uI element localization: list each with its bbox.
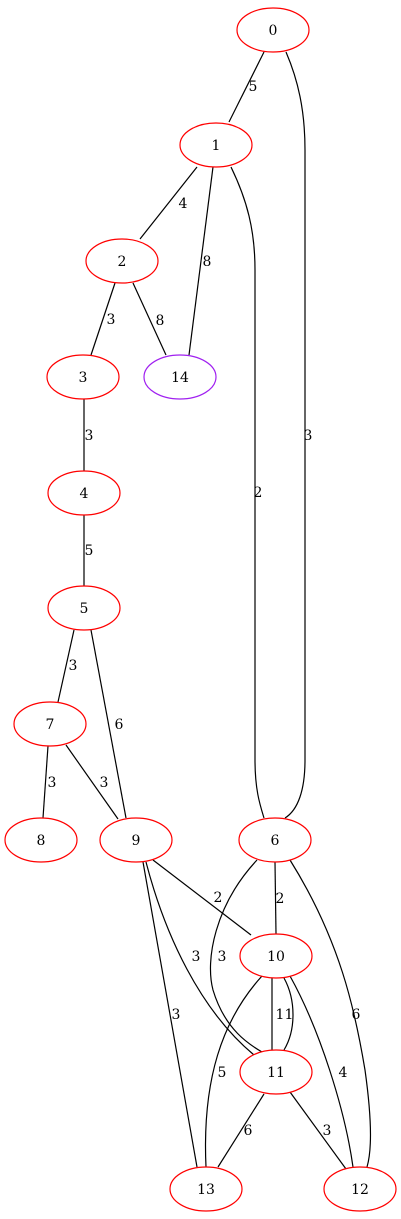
node-label-7: 7	[46, 717, 55, 733]
node-11: 11	[239, 1049, 313, 1095]
node-6: 6	[238, 817, 312, 863]
edge-5-9	[90, 629, 127, 819]
node-1: 1	[179, 122, 253, 168]
edge-10-13	[204, 975, 263, 1168]
node-3: 3	[46, 354, 120, 400]
edge-2-14	[132, 282, 167, 356]
edge-2-3	[90, 282, 116, 356]
node-ellipse-10	[239, 933, 313, 979]
edge-weight-11-12: 3	[323, 1123, 332, 1139]
edge-weight-7-9: 3	[100, 775, 109, 791]
node-14: 14	[143, 354, 217, 400]
edge-weight-1-6: 2	[254, 485, 263, 501]
node-label-12: 12	[351, 1182, 369, 1198]
node-label-4: 4	[80, 486, 89, 502]
edge-weight-9-11: 3	[192, 949, 201, 965]
edge-weight-3-4: 3	[85, 428, 94, 444]
edge-weight-10-13: 5	[218, 1065, 227, 1081]
node-ellipse-2	[85, 238, 159, 284]
node-label-0: 0	[269, 23, 278, 39]
edge-weight-10-12: 4	[339, 1065, 348, 1081]
edges-layer	[42, 51, 372, 1170]
node-ellipse-4	[47, 470, 121, 516]
edge-6-12	[289, 859, 372, 1168]
node-ellipse-9	[99, 817, 173, 863]
edge-weight-5-9: 6	[115, 717, 124, 733]
edge-10-12	[289, 975, 354, 1168]
node-ellipse-3	[46, 354, 120, 400]
edge-weight-7-8: 3	[48, 775, 57, 791]
node-label-10: 10	[267, 949, 285, 965]
node-9: 9	[99, 817, 173, 863]
node-label-3: 3	[79, 370, 88, 386]
node-label-11: 11	[267, 1065, 285, 1081]
node-label-9: 9	[132, 833, 141, 849]
node-ellipse-14	[143, 354, 217, 400]
edge-1-2	[139, 166, 198, 240]
edge-11-13	[217, 1093, 265, 1168]
edge-9-13	[142, 861, 198, 1168]
edge-9-10	[152, 859, 252, 936]
node-ellipse-7	[13, 701, 87, 747]
node-2: 2	[85, 238, 159, 284]
edge-weight-9-13: 3	[172, 1007, 181, 1023]
edge-weight-6-12: 6	[352, 1007, 361, 1023]
node-label-8: 8	[37, 833, 46, 849]
edge-weight-6-11: 3	[218, 949, 227, 965]
node-label-14: 14	[171, 370, 189, 386]
edge-weight-1-14: 8	[203, 254, 212, 270]
edge-7-9	[65, 744, 119, 820]
edge-0-1	[228, 51, 265, 123]
edge-6-10	[274, 861, 277, 935]
node-0: 0	[236, 7, 310, 53]
node-4: 4	[47, 470, 121, 516]
node-12: 12	[323, 1166, 397, 1212]
node-ellipse-1	[179, 122, 253, 168]
node-8: 8	[4, 817, 78, 863]
node-label-5: 5	[80, 601, 89, 617]
edge-7-8	[42, 745, 49, 819]
edge-weight-5-7: 3	[69, 658, 78, 674]
node-label-1: 1	[212, 138, 221, 154]
edge-weight-0-6: 3	[304, 428, 313, 444]
node-10: 10	[239, 933, 313, 979]
edge-weight-2-14: 8	[156, 313, 165, 329]
edge-weight-10-11: 1	[276, 1007, 285, 1023]
edge-0-6	[284, 51, 306, 819]
edge-6-11	[209, 859, 263, 1053]
edge-weight-1-2: 4	[179, 196, 188, 212]
edge-weight-10-11: 1	[285, 1007, 294, 1023]
edge-weight-11-13: 6	[244, 1123, 253, 1139]
edge-10-11	[283, 977, 294, 1051]
node-ellipse-12	[323, 1166, 397, 1212]
node-ellipse-8	[4, 817, 78, 863]
edge-weight-6-10: 2	[276, 891, 285, 907]
edge-5-7	[57, 629, 75, 703]
node-5: 5	[47, 585, 121, 631]
edge-weight-4-5: 5	[85, 543, 94, 559]
node-ellipse-0	[236, 7, 310, 53]
edge-weight-2-3: 3	[107, 312, 116, 328]
edge-1-14	[188, 166, 214, 356]
edge-1-6	[230, 166, 265, 819]
node-ellipse-5	[47, 585, 121, 631]
edge-11-12	[289, 1091, 347, 1170]
node-7: 7	[13, 701, 87, 747]
node-ellipse-6	[238, 817, 312, 863]
edge-weight-0-1: 5	[249, 79, 258, 95]
node-label-6: 6	[271, 833, 280, 849]
node-ellipse-13	[169, 1166, 243, 1212]
edge-9-11	[145, 861, 255, 1056]
edge-weight-9-10: 2	[214, 890, 223, 906]
node-label-2: 2	[118, 254, 127, 270]
node-13: 13	[169, 1166, 243, 1212]
node-ellipse-11	[239, 1049, 313, 1095]
node-label-13: 13	[197, 1182, 215, 1198]
